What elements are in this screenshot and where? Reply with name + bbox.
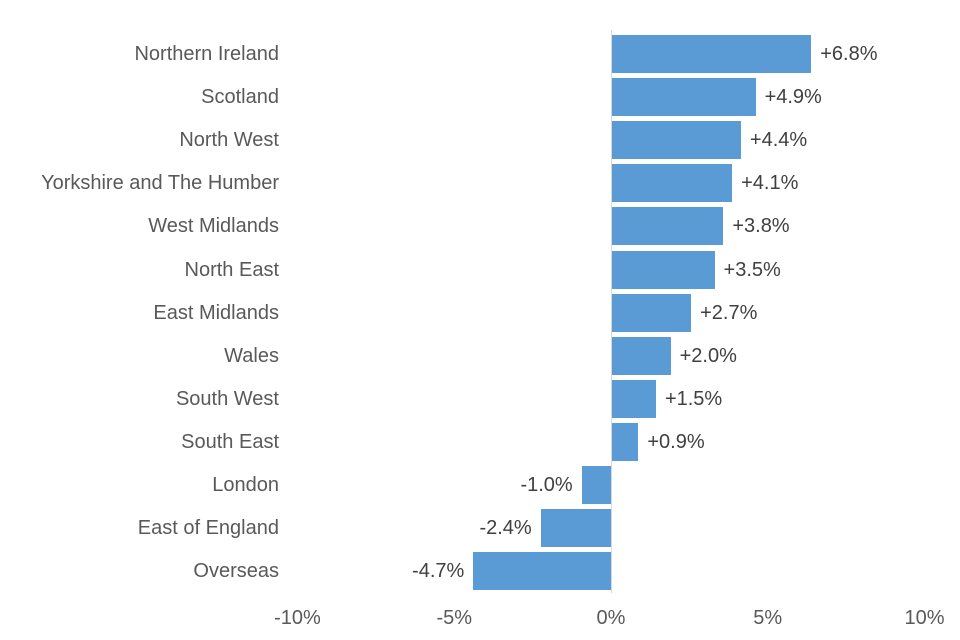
category-label: Yorkshire and The Humber (41, 172, 279, 195)
zero-axis-line (611, 30, 612, 593)
data-label: +3.5% (723, 258, 781, 281)
bar (540, 509, 611, 548)
data-label: -1.0% (520, 474, 573, 496)
data-label: +1.5% (664, 387, 723, 410)
bar (612, 78, 756, 117)
data-label: -2.4% (479, 517, 532, 540)
category-label: Overseas (193, 560, 279, 583)
data-label: +4.9% (764, 86, 822, 109)
x-tick-label: 0% (596, 607, 626, 629)
data-label: +3.8% (732, 215, 790, 238)
category-label: North East (184, 258, 279, 281)
bar (612, 336, 671, 375)
category-label: East of England (137, 517, 279, 540)
bar (473, 552, 611, 591)
x-tick-label: -5% (436, 607, 473, 629)
category-label: London (212, 474, 279, 496)
bar (612, 207, 724, 246)
data-label: +4.4% (749, 129, 808, 152)
data-label: +0.9% (647, 430, 705, 453)
bar (612, 35, 812, 73)
data-label: -4.7% (412, 560, 465, 583)
data-label: +2.7% (700, 301, 758, 324)
category-label: East Midlands (153, 301, 279, 324)
category-label: South West (175, 387, 279, 410)
x-tick-label: -10% (274, 607, 321, 629)
data-label: +4.1% (741, 172, 799, 195)
x-tick-label: 5% (753, 607, 783, 629)
bar (612, 422, 639, 461)
bar (612, 164, 733, 203)
category-label: Scotland (201, 86, 279, 109)
bar (612, 121, 741, 160)
bar (612, 379, 656, 418)
category-label: West Midlands (148, 215, 279, 238)
category-label: South East (181, 430, 279, 453)
category-label: North West (179, 129, 279, 152)
bar (581, 466, 611, 504)
bar (612, 250, 715, 289)
x-tick-label: 10% (904, 607, 945, 629)
category-label: Northern Ireland (134, 43, 279, 65)
category-label: Wales (224, 344, 279, 367)
data-label: +6.8% (820, 43, 878, 65)
bar (612, 293, 692, 332)
data-label: +2.0% (679, 344, 737, 367)
